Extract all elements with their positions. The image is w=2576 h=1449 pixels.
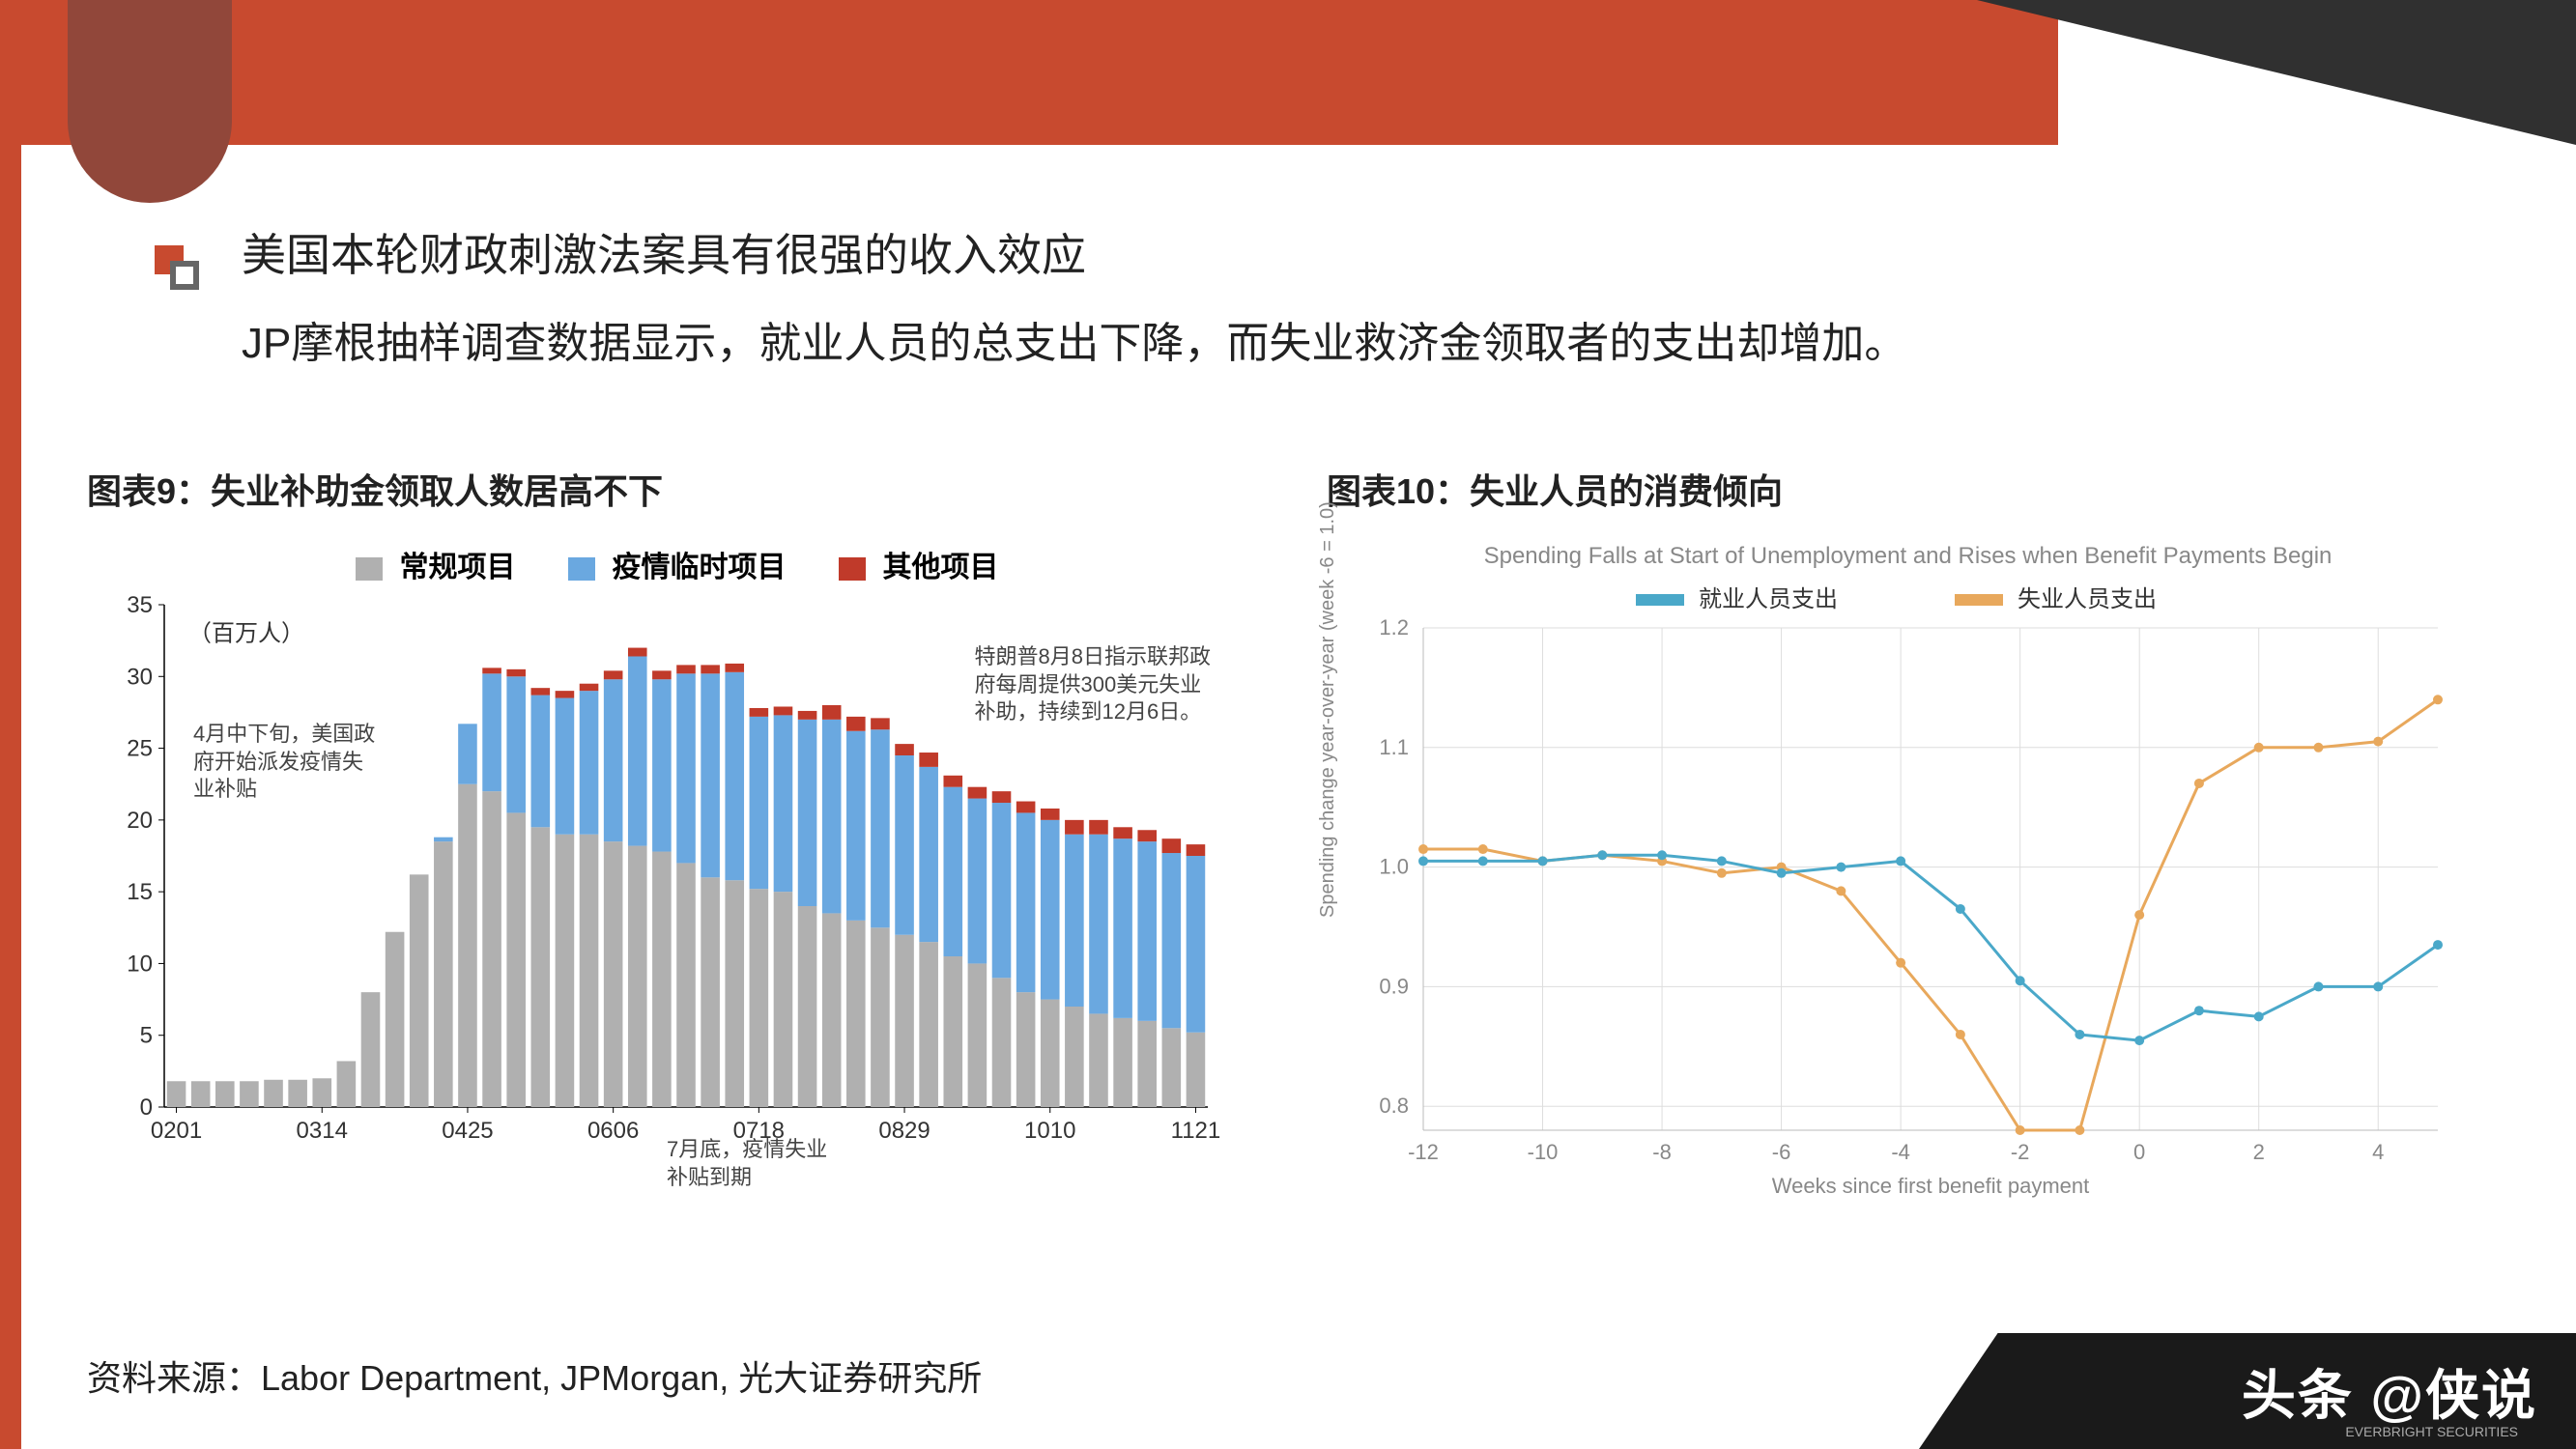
svg-text:-8: -8 bbox=[1652, 1140, 1672, 1164]
svg-text:15: 15 bbox=[127, 879, 153, 905]
svg-text:-12: -12 bbox=[1408, 1140, 1439, 1164]
header-notch bbox=[68, 0, 232, 203]
chart10-block: 图表10：失业人员的消费倾向 Spending Falls at Start o… bbox=[1327, 464, 2489, 1271]
chart9-annotation-left: 4月中下旬，美国政府开始派发疫情失业补贴 bbox=[193, 721, 375, 804]
watermark-badge: 头条 @侠说 EVERBRIGHT SECURITIES bbox=[1919, 1333, 2576, 1449]
svg-text:-6: -6 bbox=[1772, 1140, 1791, 1164]
bullet-icon bbox=[155, 245, 205, 296]
svg-text:5: 5 bbox=[140, 1023, 153, 1049]
svg-text:1121: 1121 bbox=[1171, 1118, 1221, 1144]
header-bar bbox=[0, 0, 2058, 145]
svg-text:0314: 0314 bbox=[297, 1118, 348, 1144]
svg-text:（百万人）: （百万人） bbox=[188, 621, 304, 647]
page-subtitle: JP摩根抽样调查数据显示，就业人员的总支出下降，而失业救济金领取者的支出却增加。 bbox=[242, 308, 2479, 370]
watermark-main: 头条 @侠说 bbox=[2242, 1352, 2537, 1431]
svg-text:-10: -10 bbox=[1528, 1140, 1559, 1164]
header-triangle bbox=[1977, 0, 2576, 145]
svg-text:0829: 0829 bbox=[878, 1118, 930, 1144]
side-accent bbox=[0, 145, 21, 1449]
watermark-sub: EVERBRIGHT SECURITIES bbox=[2345, 1424, 2518, 1439]
svg-text:20: 20 bbox=[127, 808, 153, 834]
chart10-subtitle: Spending Falls at Start of Unemployment … bbox=[1327, 543, 2489, 570]
svg-text:1.2: 1.2 bbox=[1379, 615, 1409, 639]
page-title: 美国本轮财政刺激法案具有很强的收入效应 bbox=[242, 222, 2479, 289]
chart9-block: 图表9：失业补助金领取人数居高不下 常规项目疫情临时项目其他项目 0 5 10 15 2… bbox=[87, 464, 1249, 1271]
chart9-annotation-bottom: 7月底，疫情失业补贴到期 bbox=[667, 1136, 827, 1191]
svg-text:Weeks since first benefit paym: Weeks since first benefit payment bbox=[1772, 1174, 2090, 1198]
svg-text:4: 4 bbox=[2372, 1140, 2384, 1164]
svg-text:-2: -2 bbox=[2011, 1140, 2030, 1164]
svg-text:-4: -4 bbox=[1891, 1140, 1910, 1164]
svg-text:10: 10 bbox=[127, 951, 153, 977]
svg-text:2: 2 bbox=[2253, 1140, 2265, 1164]
svg-text:35: 35 bbox=[127, 595, 153, 618]
chart9-annotation-right: 特朗普8月8日指示联邦政府每周提供300美元失业补助，持续到12月6日。 bbox=[975, 643, 1211, 726]
svg-text:0606: 0606 bbox=[587, 1118, 639, 1144]
chart9-legend: 常规项目疫情临时项目其他项目 bbox=[87, 543, 1249, 585]
chart10-title: 图表10：失业人员的消费倾向 bbox=[1327, 464, 2489, 514]
source-text: 资料来源：Labor Department, JPMorgan, 光大证券研究所 bbox=[87, 1350, 982, 1401]
svg-text:1010: 1010 bbox=[1024, 1118, 1075, 1144]
chart10-ylabel: Spending change year-over-year (week -6 … bbox=[1317, 501, 1339, 918]
svg-text:0: 0 bbox=[2133, 1140, 2145, 1164]
svg-text:1.0: 1.0 bbox=[1379, 855, 1409, 879]
svg-text:就业人员支出: 就业人员支出 bbox=[1699, 586, 1838, 612]
svg-text:0425: 0425 bbox=[442, 1118, 493, 1144]
svg-text:0201: 0201 bbox=[151, 1118, 202, 1144]
svg-text:0.9: 0.9 bbox=[1379, 974, 1409, 998]
svg-text:30: 30 bbox=[127, 664, 153, 690]
svg-text:0: 0 bbox=[140, 1094, 153, 1121]
chart10-svg: 0.8 0.9 1.0 1.1 1.2 -12 -10 -8 -6 -4 -2 0 2 4 就业人员支出 失业… bbox=[1327, 580, 2467, 1208]
svg-text:1.1: 1.1 bbox=[1379, 735, 1409, 759]
svg-text:失业人员支出: 失业人员支出 bbox=[2018, 586, 2157, 612]
svg-text:25: 25 bbox=[127, 736, 153, 762]
svg-text:0.8: 0.8 bbox=[1379, 1094, 1409, 1118]
chart9-title: 图表9：失业补助金领取人数居高不下 bbox=[87, 464, 1249, 514]
